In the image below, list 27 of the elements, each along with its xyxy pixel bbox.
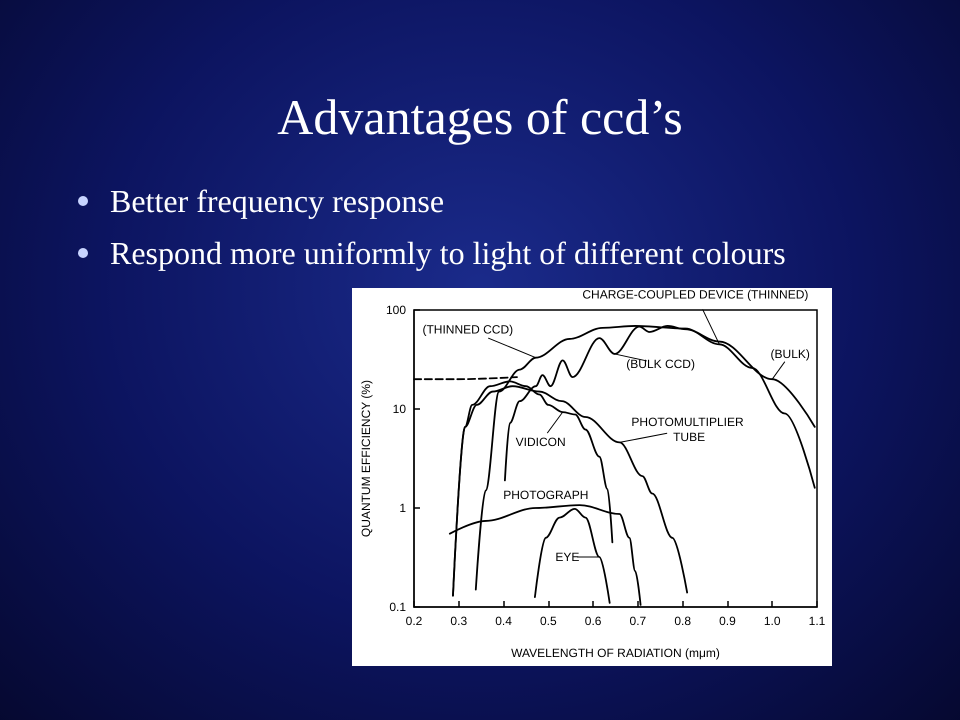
x-tick-label: 0.4 [495, 614, 512, 628]
y-tick-label: 10 [392, 402, 406, 416]
x-tick-label: 1.0 [764, 614, 781, 628]
y-tick-label: 0.1 [389, 600, 406, 614]
y-tick-label: 1 [399, 501, 406, 515]
annotation: VIDICON [516, 435, 566, 450]
annotation: CHARGE-COUPLED DEVICE (THINNED) [582, 287, 808, 302]
annotation: EYE [555, 550, 580, 564]
x-tick-label: 0.2 [406, 614, 423, 628]
x-tick-label: 0.8 [674, 614, 692, 628]
annotation: PHOTOGRAPH [503, 488, 588, 502]
y-axis-title: QUANTUM EFFICIENCY (%) [359, 380, 373, 538]
text: Respond more uniformly to light of different colours [110, 235, 786, 271]
x-tick-label: 0.3 [450, 614, 468, 628]
annotation: PHOTOMULTIPLIER TUBE [631, 414, 744, 444]
y-tick-label: 100 [386, 303, 406, 317]
x-axis-title: WAVELENGTH OF RADIATION (mμm) [511, 646, 720, 660]
x-tick-label: 0.5 [540, 614, 557, 628]
annotation: (BULK) [770, 347, 810, 362]
x-tick-label: 1.1 [808, 614, 826, 628]
chart-title: Advantages of ccd’s [276, 88, 684, 146]
text: Better frequency response [110, 183, 444, 219]
x-tick-label: 0.6 [584, 614, 602, 628]
x-tick-label: 0.7 [630, 614, 647, 628]
annotation: (BULK CCD) [626, 356, 695, 371]
x-tick-label: 0.9 [719, 614, 736, 628]
annotation: (THINNED CCD) [422, 322, 514, 337]
